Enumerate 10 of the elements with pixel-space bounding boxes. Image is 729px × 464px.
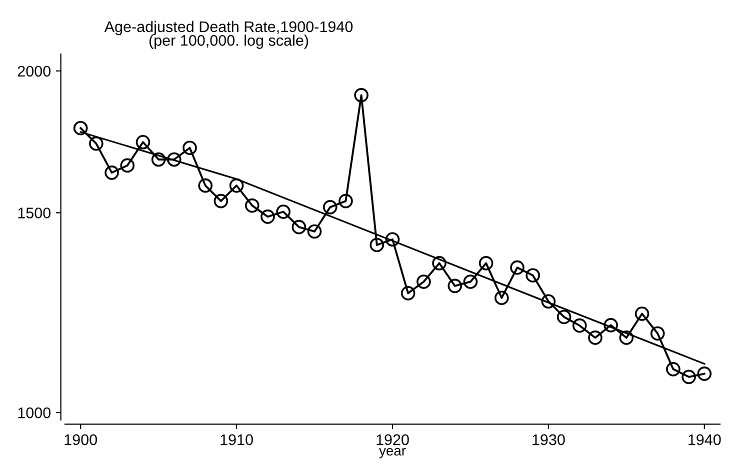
x-tick-label: 1920 [376,434,409,446]
y-tick-label: 2000 [18,66,51,77]
y-tick-label: 1000 [18,407,51,418]
x-tick-label: 1900 [64,434,97,446]
chart-title: Age-adjusted Death Rate,1900-1940 (per 100,000. log scale) [104,20,353,49]
x-axis-title: year [379,448,406,458]
y-tick-label: 1500 [18,208,51,218]
x-tick-label: 1930 [532,434,565,446]
x-tick-label: 1910 [220,434,253,446]
x-tick-label: 1940 [688,434,721,446]
